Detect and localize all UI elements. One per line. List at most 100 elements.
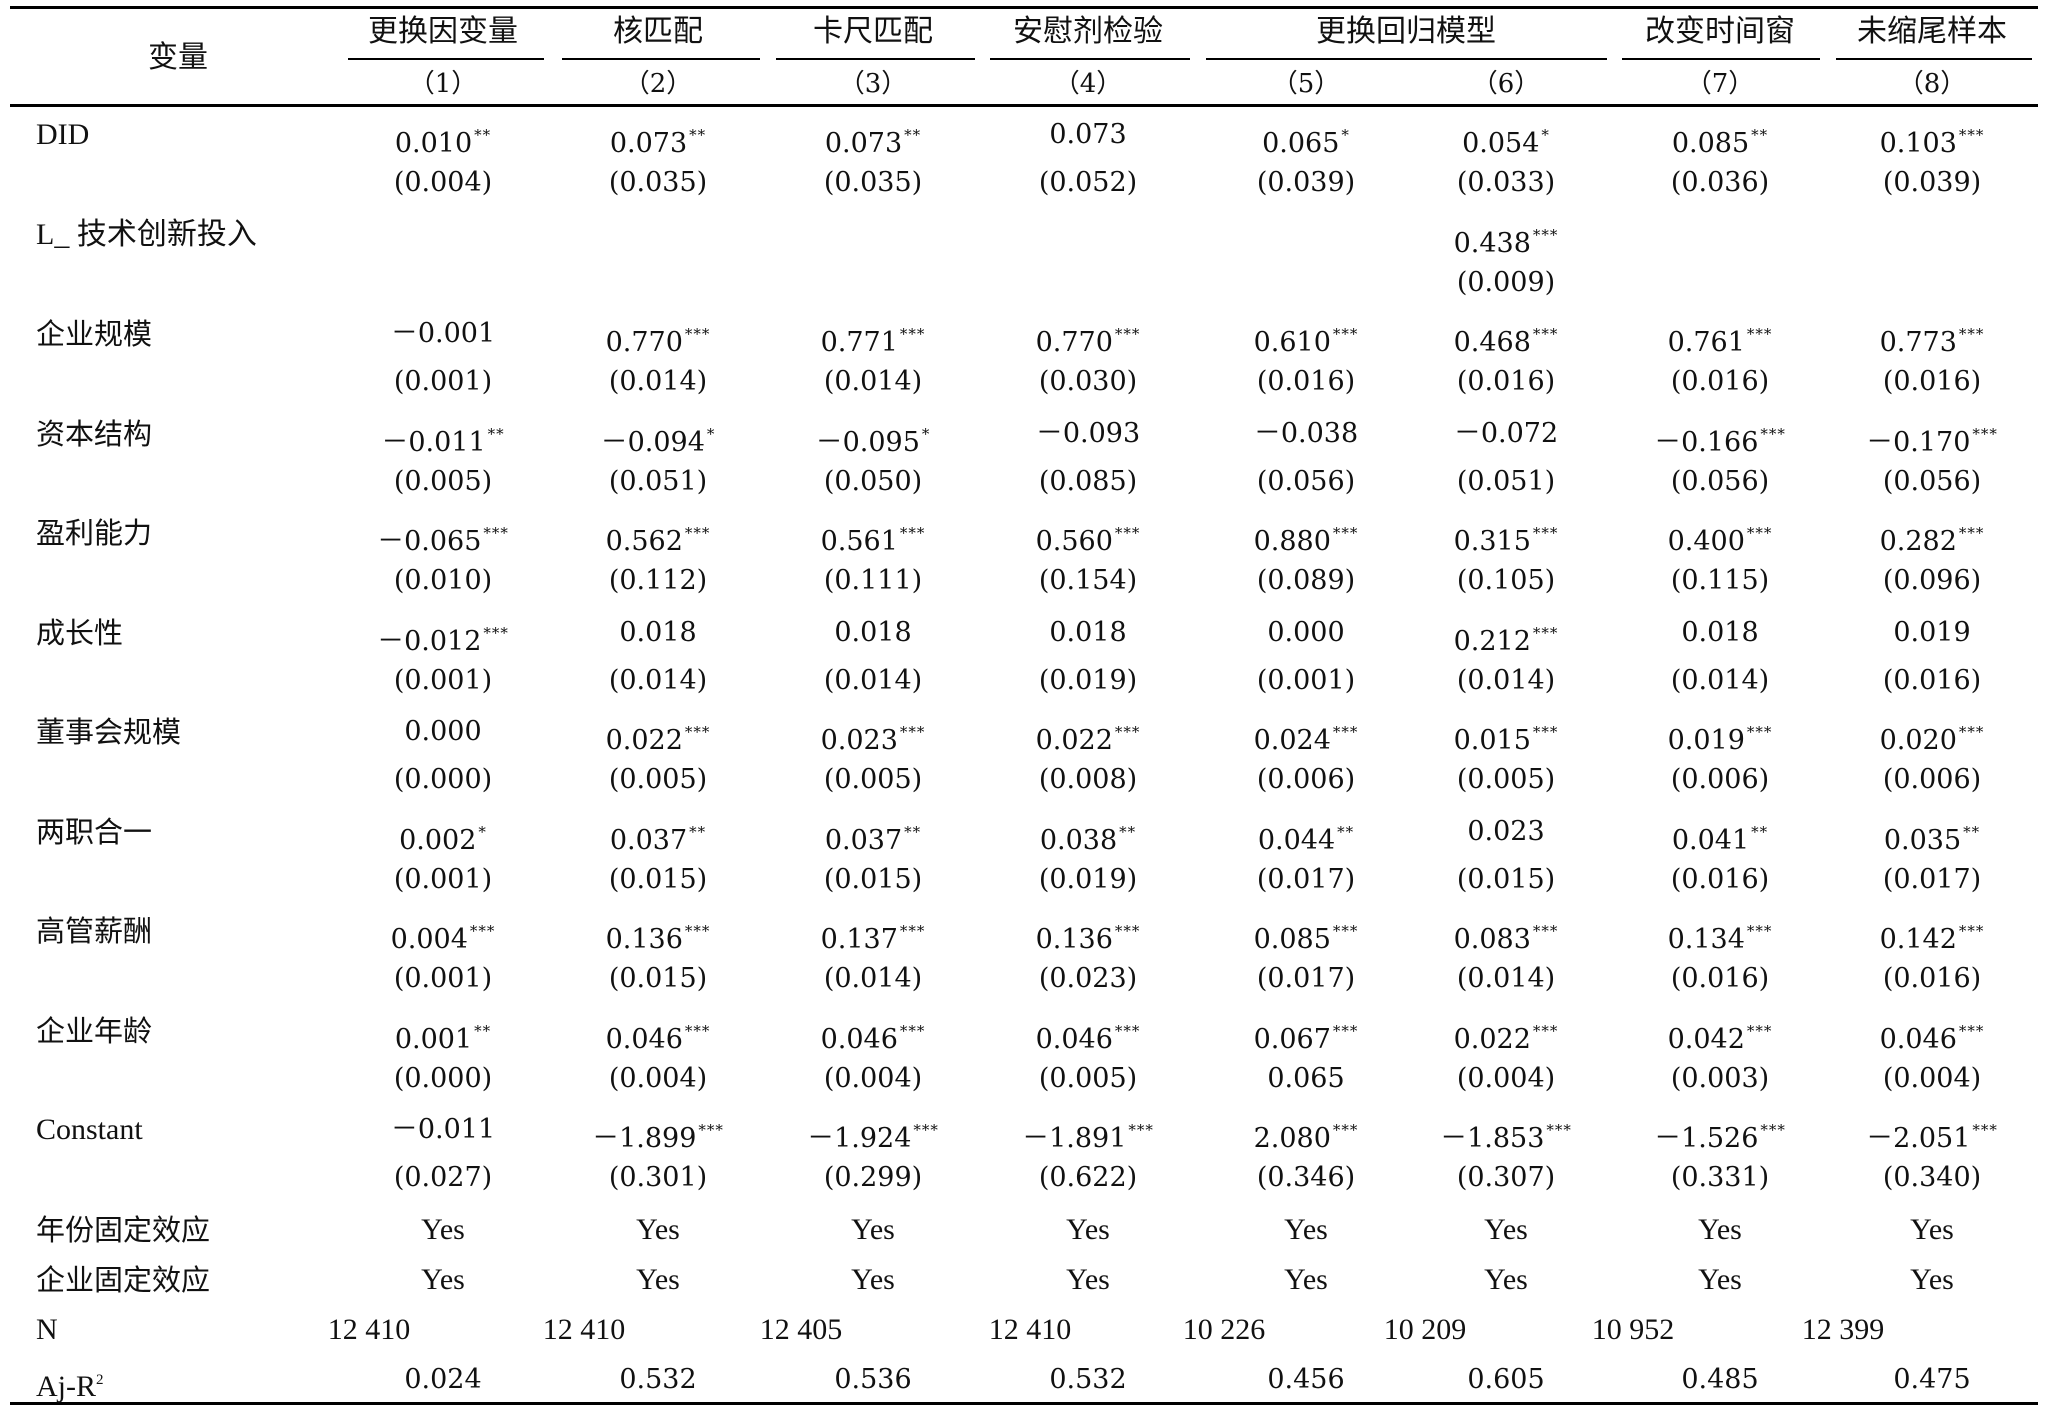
standard-error-cell: (0.052) (1038, 167, 1138, 198)
coefficient-cell: 0.073 (1049, 115, 1126, 155)
coefficient-value: 0.001 (394, 1023, 473, 1055)
coefficient-cell: －2.051 *** (1866, 1110, 1998, 1159)
adjusted-r2-value: 0.485 (1681, 1364, 1759, 1395)
coefficient-cell: －0.012 *** (377, 613, 509, 662)
significance-stars: ** (689, 126, 707, 144)
significance-stars: * (478, 822, 487, 841)
adjusted-r2-value: 0.536 (834, 1364, 912, 1395)
coefficient-value: 0.562 (605, 526, 683, 557)
standard-error-cell: (0.017) (1882, 863, 1982, 895)
fixed-effect-value: Yes (1698, 1213, 1742, 1246)
standard-error-cell: (0.017) (1256, 863, 1356, 895)
coefficient-cell: 0.770 *** (1036, 314, 1141, 363)
significance-stars: *** (1114, 1021, 1141, 1040)
coefficient-value: 0.073 (824, 128, 903, 159)
coefficient-value: 0.035 (1883, 824, 1962, 856)
significance-stars: *** (1332, 1121, 1359, 1139)
fixed-effect-value: Yes (1698, 1263, 1742, 1296)
coefficient-cell: 0.035 ** (1884, 812, 1980, 861)
coefficient-cell: 0.610 *** (1254, 314, 1359, 363)
standard-error-cell: (0.039) (1256, 167, 1356, 198)
coefficient-value: －0.065 (377, 526, 482, 557)
significance-stars: *** (899, 723, 926, 741)
coefficient-value: 0.073 (1049, 119, 1127, 150)
coefficient-value: －1.899 (592, 1123, 697, 1154)
significance-stars: *** (1958, 126, 1985, 144)
significance-stars: *** (1114, 325, 1141, 343)
standard-error-cell: (0.017) (1256, 963, 1356, 994)
significance-stars: ** (1119, 822, 1137, 841)
coefficient-cell: 0.022 *** (1454, 1011, 1559, 1060)
coefficient-cell: 0.042 *** (1668, 1011, 1773, 1060)
coefficient-cell: 0.046 *** (606, 1011, 711, 1060)
significance-stars: *** (1760, 1121, 1786, 1139)
standard-error-cell: (0.030) (1038, 366, 1138, 397)
standard-error-cell: (0.089) (1256, 565, 1356, 596)
standard-error-cell: (0.096) (1882, 565, 1982, 596)
coefficient-value: 0.020 (1879, 725, 1957, 756)
coefficient-value: 0.046 (820, 1023, 898, 1055)
row-label: 资本结构 (36, 416, 153, 451)
significance-stars: *** (1958, 922, 1985, 940)
significance-stars: *** (1958, 325, 1985, 343)
standard-error-cell: (0.039) (1882, 167, 1982, 198)
adjusted-r2-label-text: Aj-R (36, 1370, 96, 1403)
coefficient-cell: －0.095 * (816, 414, 931, 463)
row-label: 盈利能力 (36, 516, 153, 550)
standard-error-cell: (0.016) (1670, 366, 1770, 397)
coefficient-cell: 0.004 *** (391, 911, 496, 960)
coefficient-value: －2.051 (1866, 1123, 1971, 1154)
coefficient-value: －0.170 (1866, 426, 1971, 458)
standard-error-cell: 0.065 (1267, 1062, 1345, 1094)
significance-stars: *** (1958, 524, 1985, 542)
significance-stars: * (706, 424, 716, 443)
coefficient-value: 0.038 (1039, 824, 1118, 856)
header-rule (10, 104, 2038, 107)
coefficient-value: 0.761 (1667, 327, 1745, 358)
row-label: DID (36, 118, 90, 151)
coefficient-value: 0.560 (1035, 526, 1113, 557)
standard-error-cell: (0.000) (393, 764, 493, 795)
fixed-effect-value: Yes (1066, 1263, 1110, 1296)
fixed-effect-label: 年份固定效应 (36, 1213, 211, 1247)
coefficient-value: 0.212 (1453, 625, 1531, 657)
significance-stars: *** (698, 1121, 724, 1139)
coefficient-cell: 0.065 * (1262, 115, 1350, 164)
standard-error-cell: (0.001) (393, 366, 493, 397)
standard-error-cell: (0.622) (1038, 1162, 1138, 1193)
standard-error-cell: (0.051) (608, 465, 708, 497)
coefficient-cell: －0.166 *** (1654, 414, 1786, 463)
standard-error-cell: (0.027) (393, 1162, 493, 1193)
significance-stars: ** (474, 126, 492, 144)
coefficient-value: －0.001 (390, 318, 496, 349)
standard-error-cell: (0.016) (1882, 664, 1982, 696)
significance-stars: *** (1128, 1121, 1154, 1139)
standard-error-cell: (0.006) (1670, 764, 1770, 795)
significance-stars: *** (1332, 1021, 1359, 1040)
fixed-effect-value: Yes (636, 1263, 680, 1296)
observations-value: 10 209 (1383, 1313, 1467, 1346)
coefficient-cell: 0.773 *** (1880, 314, 1985, 363)
significance-stars: *** (684, 723, 711, 741)
coefficient-cell: －0.094 * (601, 414, 716, 463)
coefficient-cell: －1.899 *** (592, 1110, 724, 1159)
standard-error-cell: (0.301) (608, 1162, 708, 1193)
standard-error-cell: (0.033) (1456, 167, 1556, 198)
significance-stars: *** (1332, 723, 1359, 741)
fixed-effect-value: Yes (851, 1213, 895, 1246)
fixed-effect-value: Yes (421, 1213, 465, 1246)
observations-value: 12 405 (759, 1313, 843, 1346)
standard-error-cell: (0.035) (608, 167, 708, 198)
standard-error-cell: (0.014) (608, 664, 708, 696)
coefficient-cell: 0.019 (1893, 613, 1970, 653)
standard-error-cell: (0.014) (823, 366, 923, 397)
coefficient-cell: －0.011 (391, 1110, 495, 1150)
significance-stars: *** (899, 1021, 926, 1040)
coefficient-cell: 0.015 *** (1454, 712, 1559, 761)
adjusted-r2-value: 0.532 (1049, 1364, 1127, 1395)
fixed-effect-value: Yes (851, 1263, 895, 1296)
coefficient-value: 0.018 (834, 616, 912, 648)
significance-stars: *** (899, 524, 926, 542)
coefficient-cell: 0.022 *** (606, 712, 711, 761)
coefficient-cell: 0.018 (1681, 613, 1758, 653)
